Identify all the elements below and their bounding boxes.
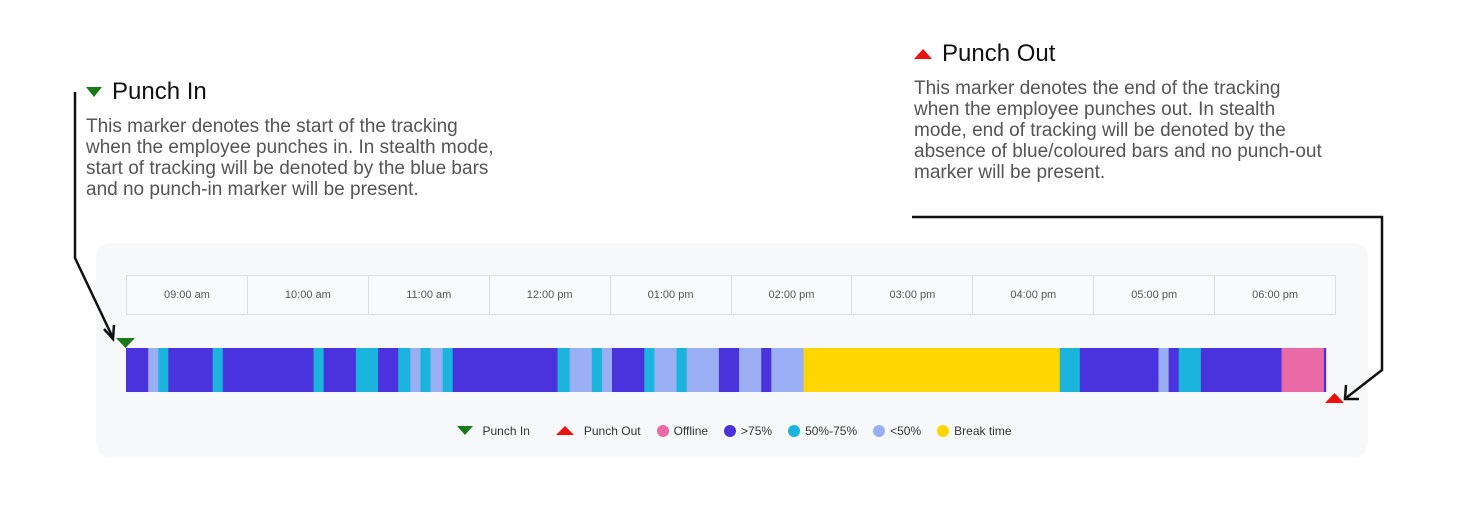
legend-label: <50% (890, 424, 922, 438)
punch-out-connector (912, 215, 1384, 401)
activity-segment-low (569, 348, 593, 392)
activity-segment-mid (1178, 348, 1202, 392)
legend-dot (873, 425, 886, 437)
axis-tick-label: 12:00 pm (490, 276, 611, 314)
activity-segment-mid (442, 348, 453, 392)
activity-segment-high (1323, 348, 1327, 392)
time-axis: 09:00 am 10:00 am 11:00 am 12:00 pm 01:0… (126, 275, 1336, 315)
legend-label: Punch Out (583, 424, 641, 438)
activity-segment-low (1158, 348, 1169, 392)
activity-segment-high (1168, 348, 1179, 392)
legend: Punch In Punch Out Offline >75% 50%-75% … (0, 424, 1468, 438)
activity-segment-break (803, 348, 1061, 392)
punch-out-line: mode, end of tracking will be denoted by… (914, 120, 1286, 141)
activity-segment-high (1079, 348, 1159, 392)
legend-dot (937, 425, 950, 437)
activity-segment-mid (557, 348, 570, 392)
punch-in-line: start of tracking will be denoted by the… (86, 158, 489, 179)
punch-in-callout: Punch In This marker denotes the start o… (86, 78, 494, 200)
activity-segment-mid (212, 348, 224, 392)
axis-tick-label: 10:00 am (248, 276, 369, 314)
activity-segment-mid (676, 348, 687, 392)
legend-dot (788, 425, 801, 437)
activity-segment-mid (355, 348, 379, 392)
activity-segment-low (430, 348, 443, 392)
activity-segment-high (323, 348, 357, 392)
legend-label: Punch In (482, 424, 530, 438)
activity-segment-mid (1059, 348, 1081, 392)
legend-item-punch-out: Punch Out (555, 424, 641, 438)
activity-segment-high (761, 348, 772, 392)
punch-in-connector (73, 92, 116, 343)
axis-tick-label: 02:00 pm (732, 276, 853, 314)
activity-segment-low (654, 348, 677, 392)
punch-in-line: This marker denotes the start of the tra… (86, 116, 458, 137)
legend-dot (724, 425, 737, 437)
activity-segment-high (612, 348, 645, 392)
legend-item-mid: 50%-75% (788, 424, 857, 438)
legend-item-offline: Offline (656, 424, 709, 438)
punch-out-callout-title-row: Punch Out (914, 40, 1322, 68)
legend-label: >75% (741, 424, 773, 438)
activity-segment-low (739, 348, 762, 392)
punch-in-title: Punch In (112, 78, 207, 105)
activity-segment-low (771, 348, 804, 392)
activity-segment-mid (398, 348, 411, 392)
activity-segment-mid (644, 348, 655, 392)
legend-item-punch-in: Punch In (456, 424, 530, 438)
legend-label: Offline (673, 424, 709, 438)
axis-tick-label: 03:00 pm (852, 276, 974, 314)
axis-tick-label: 01:00 pm (611, 276, 732, 314)
triangle-up-icon (555, 426, 574, 435)
activity-segment-mid (158, 348, 169, 392)
legend-item-low: <50% (873, 424, 921, 438)
activity-segment-offline (1281, 348, 1325, 392)
axis-tick-label: 05:00 pm (1094, 276, 1216, 314)
activity-segment-high (222, 348, 314, 392)
punch-out-line: absence of blue/coloured bars and no pun… (914, 141, 1322, 162)
punch-in-line: and no punch-in marker will be present. (86, 179, 419, 200)
legend-dot (656, 425, 669, 437)
punch-out-description: This marker denotes the end of the track… (914, 78, 1322, 183)
punch-out-marker (1325, 393, 1344, 403)
punch-out-title: Punch Out (942, 40, 1056, 67)
punch-in-marker (116, 338, 135, 348)
activity-segment-low (410, 348, 421, 392)
activity-bar (126, 348, 1327, 392)
punch-out-callout: Punch Out This marker denotes the end of… (914, 40, 1322, 183)
axis-tick-label: 11:00 am (369, 276, 490, 314)
axis-tick-label: 09:00 am (127, 276, 248, 314)
activity-segment-mid (591, 348, 603, 392)
activity-segment-high (1200, 348, 1282, 392)
activity-segment-low (148, 348, 159, 392)
activity-segment-low (686, 348, 720, 392)
punch-in-callout-title-row: Punch In (86, 78, 494, 106)
triangle-up-icon (914, 49, 932, 59)
punch-in-description: This marker denotes the start of the tra… (86, 116, 494, 200)
triangle-down-icon (86, 87, 102, 97)
triangle-down-icon (456, 426, 473, 435)
legend-label: 50%-75% (805, 424, 858, 438)
legend-label: Break time (954, 424, 1012, 438)
activity-segment-low (601, 348, 613, 392)
activity-segment-mid (313, 348, 324, 392)
activity-segment-mid (420, 348, 431, 392)
punch-out-line: when the employee punches out. In stealt… (914, 99, 1276, 120)
activity-segment-high (168, 348, 214, 392)
activity-segment-high (718, 348, 740, 392)
activity-segment-high (452, 348, 558, 392)
legend-item-break: Break time (937, 424, 1012, 438)
punch-out-line: This marker denotes the end of the track… (914, 78, 1281, 99)
activity-segment-high (126, 348, 149, 392)
axis-tick-label: 06:00 pm (1252, 289, 1299, 301)
punch-in-line: when the employee punches in. In stealth… (86, 137, 494, 158)
axis-tick-label: 04:00 pm (973, 276, 1095, 314)
legend-item-high: >75% (724, 424, 772, 438)
activity-segment-high (378, 348, 399, 392)
punch-out-line: marker will be present. (914, 162, 1106, 183)
